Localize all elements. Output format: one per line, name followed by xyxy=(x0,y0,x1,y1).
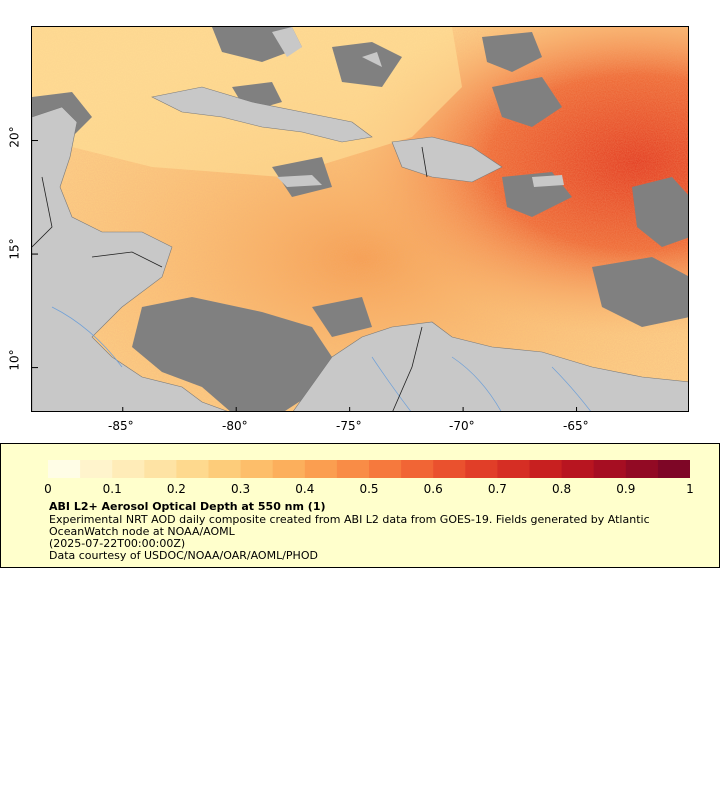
colorbar-swatch xyxy=(529,460,563,478)
colorbar-swatch xyxy=(401,460,434,478)
no-data-sw xyxy=(132,297,332,411)
colorbar-tick-label: 0 xyxy=(44,482,52,496)
land-bahamas xyxy=(272,27,382,67)
colorbar-tick-label: 0.1 xyxy=(102,482,122,496)
colorbar-swatch xyxy=(369,460,402,478)
land-hispaniola xyxy=(391,136,503,183)
legend-panel: 0 0.1 0.2 0.3 0.4 0.5 0.6 0.7 0.8 0.9 1 ABI L2+ Ae… xyxy=(0,443,720,568)
lat-label-20: 20° xyxy=(7,126,22,148)
legend-title: ABI L2+ Aerosol Optical Depth at 550 nm … xyxy=(49,500,326,513)
colorbar-swatch xyxy=(80,460,113,478)
lat-label-10: 10° xyxy=(7,349,22,371)
colorbar-tick-label: 0.6 xyxy=(423,482,443,496)
land-cuba xyxy=(151,86,373,143)
colorbar-tick-label: 1 xyxy=(686,482,694,496)
colorbar-swatch xyxy=(144,460,177,478)
colorbar-tick-label: 0.2 xyxy=(166,482,186,496)
legend-date: (2025-07-22T00:00:00Z) xyxy=(49,537,186,550)
colorbar-swatch xyxy=(304,460,338,478)
lon-label-75: -75° xyxy=(336,419,362,433)
colorbar-swatch xyxy=(208,460,242,478)
colorbar-swatch xyxy=(497,460,530,478)
legend-description: Experimental NRT AOD daily composite cre… xyxy=(49,513,650,538)
land-south-america xyxy=(293,321,688,411)
colorbar-swatch xyxy=(657,460,690,478)
aod-map[interactable] xyxy=(32,27,689,412)
rivers xyxy=(51,306,591,411)
lon-label-65: -65° xyxy=(563,419,589,433)
tick-marks xyxy=(32,140,578,411)
colorbar-swatch xyxy=(272,460,306,478)
colorbar-tick-label: 0.8 xyxy=(552,482,572,496)
colorbar-swatch xyxy=(593,460,627,478)
land-puerto-rico xyxy=(532,175,564,187)
colorbar-swatch xyxy=(240,460,274,478)
lat-label-15: 15° xyxy=(7,238,22,260)
map-panel[interactable] xyxy=(31,26,689,412)
legend-credit: Data courtesy of USDOC/NOAA/OAR/AOML/PHO… xyxy=(49,549,318,562)
colorbar xyxy=(48,460,690,478)
colorbar-swatch xyxy=(433,460,466,478)
land-jamaica xyxy=(277,175,322,187)
colorbar-swatch xyxy=(625,460,659,478)
lon-label-80: -80° xyxy=(222,419,248,433)
lon-label-70: -70° xyxy=(449,419,475,433)
colorbar-swatch xyxy=(561,460,595,478)
colorbar-swatch xyxy=(176,460,209,478)
colorbar-tick-label: 0.9 xyxy=(616,482,636,496)
colorbar-tick-label: 0.4 xyxy=(295,482,315,496)
land-central-america xyxy=(32,106,228,411)
colorbar-swatch xyxy=(48,460,81,478)
colorbar-tick-label: 0.3 xyxy=(231,482,251,496)
colorbar-swatch xyxy=(336,460,370,478)
borders xyxy=(32,146,428,411)
colorbar-tick-label: 0.5 xyxy=(359,482,379,496)
colorbar-swatch xyxy=(112,460,145,478)
colorbar-swatch xyxy=(465,460,498,478)
lon-label-85: -85° xyxy=(108,419,134,433)
colorbar-tick-label: 0.7 xyxy=(487,482,507,496)
